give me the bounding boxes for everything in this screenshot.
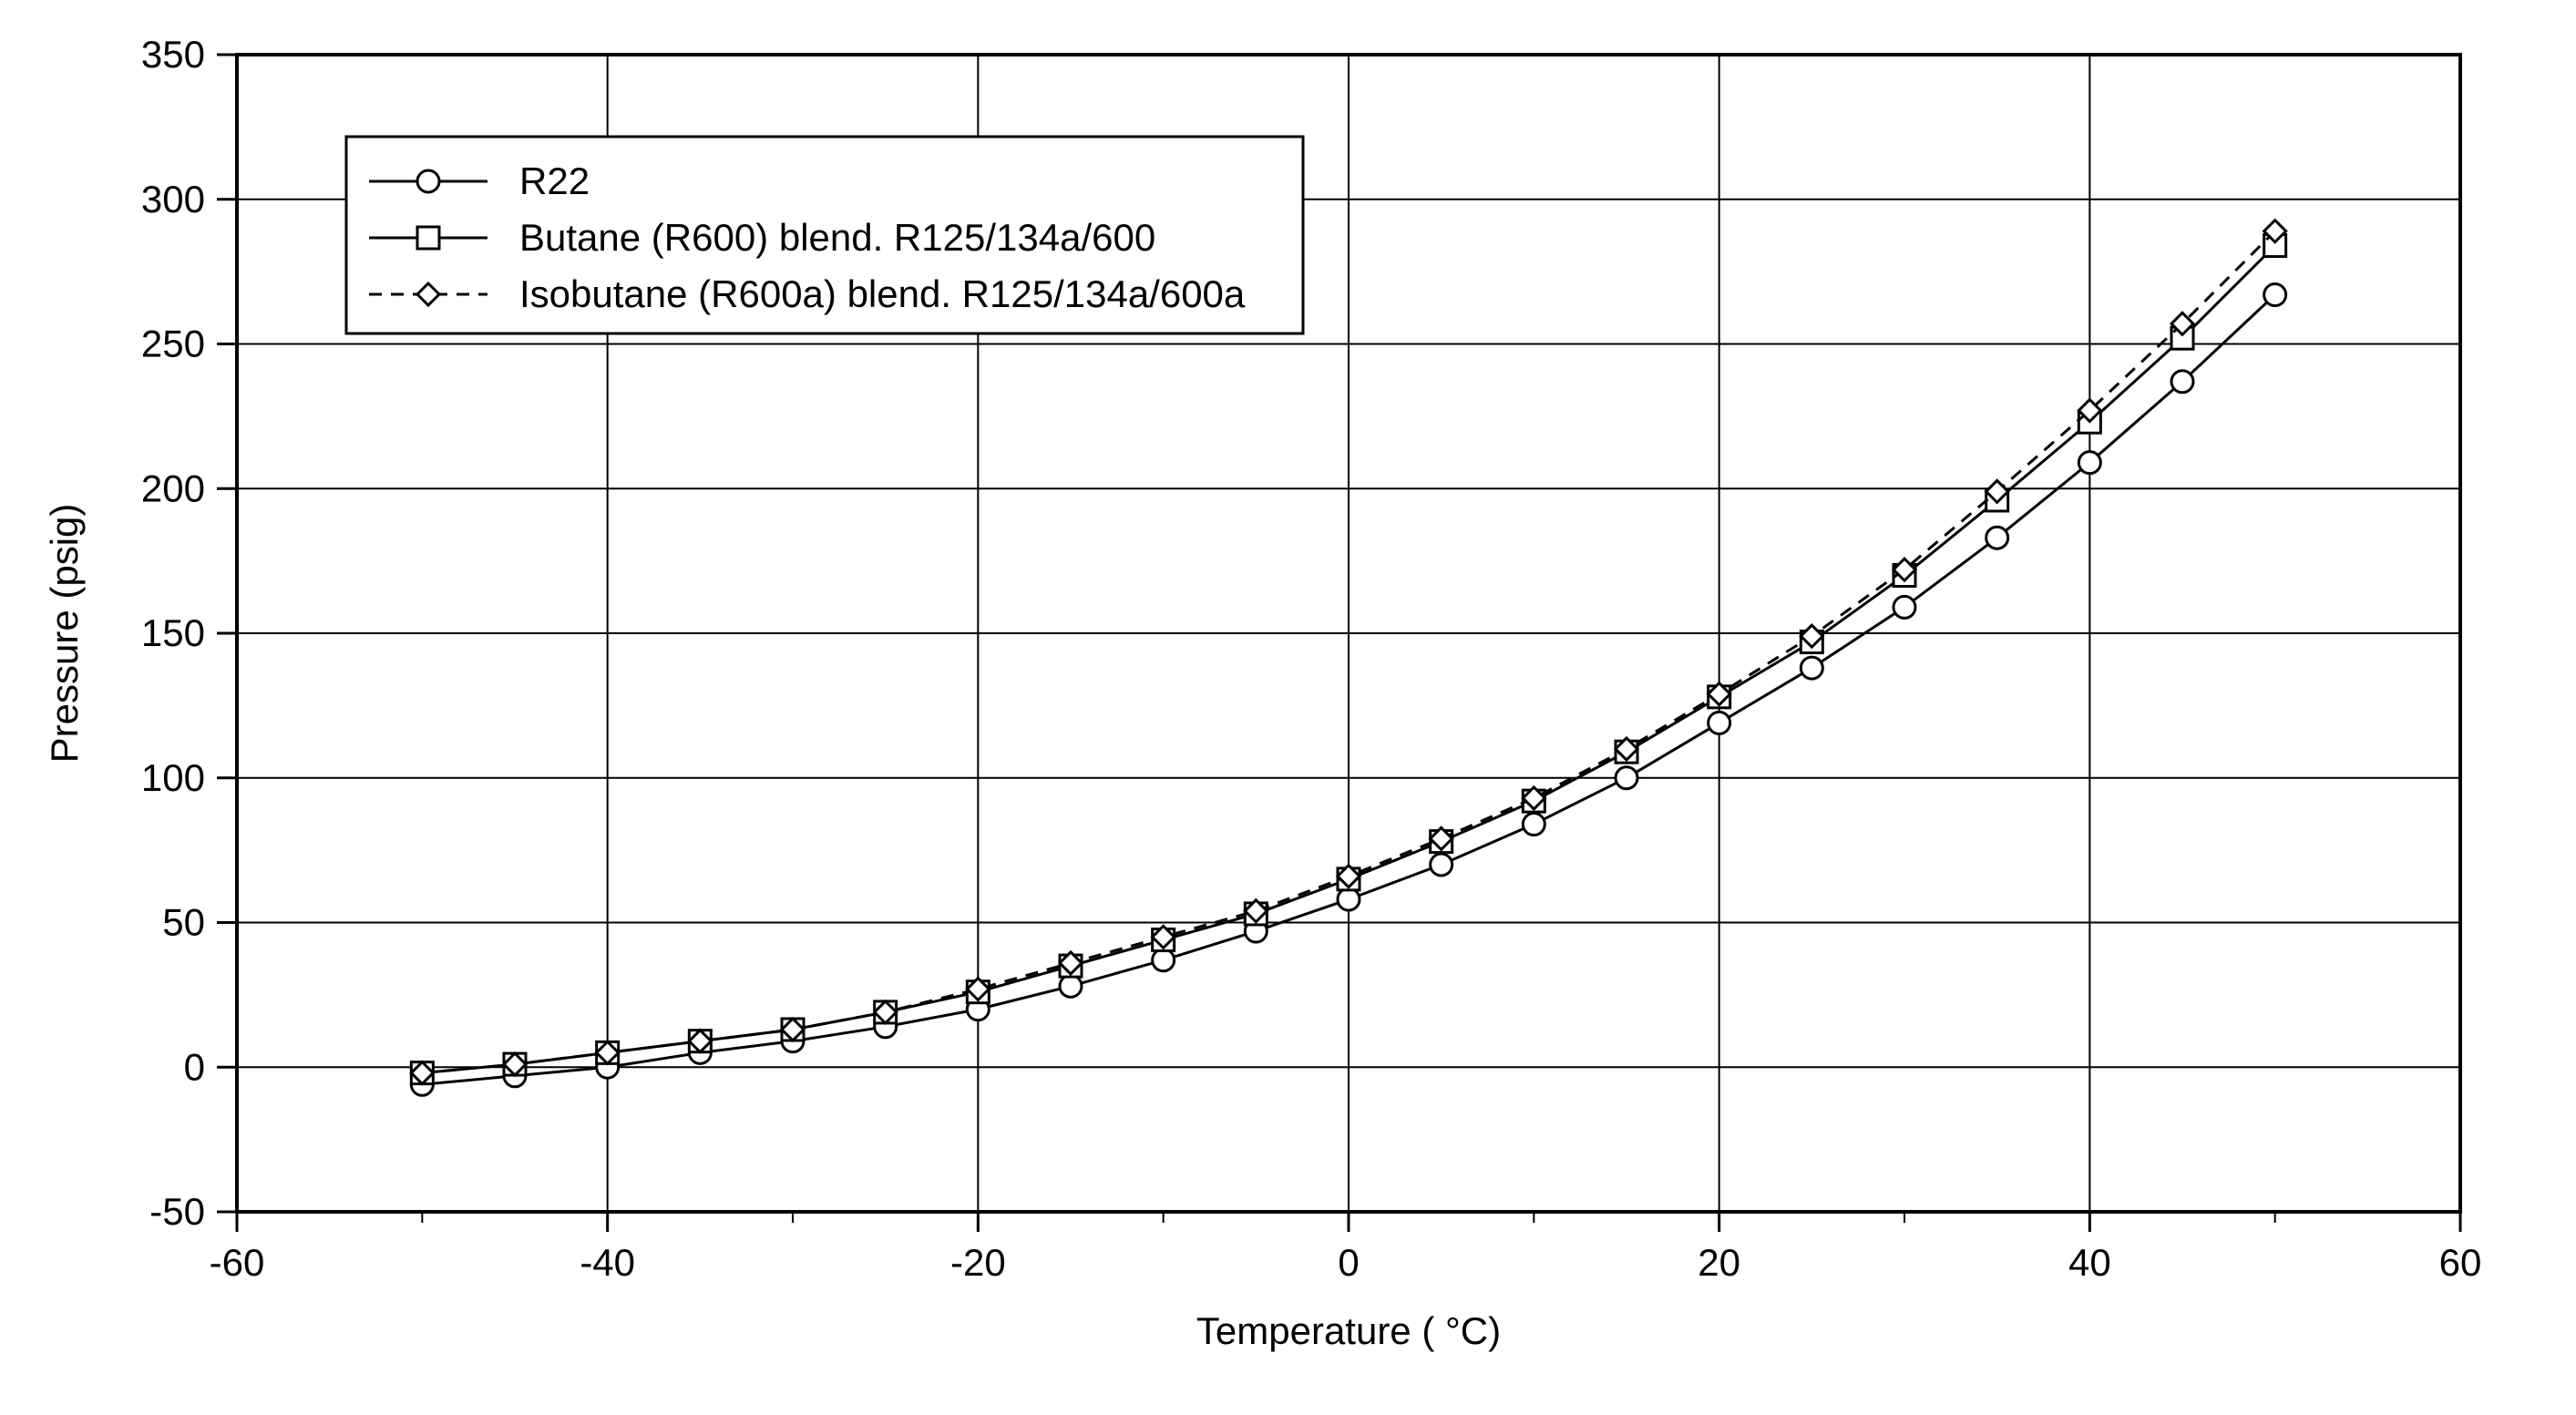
legend-label: Butane (R600) blend. R125/134a/600 — [519, 216, 1155, 259]
y-tick-label: 300 — [141, 178, 205, 220]
y-tick-label: -50 — [149, 1190, 205, 1233]
x-tick-label: -40 — [580, 1241, 635, 1284]
marker-circle — [2171, 371, 2193, 393]
marker-circle — [1801, 657, 1822, 679]
marker-circle — [1523, 814, 1545, 836]
y-tick-label: 0 — [184, 1045, 205, 1088]
y-tick-label: 100 — [141, 756, 205, 799]
x-axis-label: Temperature ( °C) — [1196, 1309, 1501, 1352]
marker-circle — [1060, 975, 1082, 997]
chart-container: -60 -40 -20 0 20 40 60 -50 0 50 100 150 200 250 300 350… — [0, 0, 2576, 1415]
y-tick-label: 50 — [162, 901, 205, 944]
y-tick-label: 250 — [141, 323, 205, 365]
marker-circle — [2078, 452, 2100, 474]
x-tick-label: 20 — [1698, 1241, 1740, 1284]
marker-circle — [1431, 854, 1452, 876]
marker-circle — [1709, 712, 1730, 733]
marker-square — [417, 227, 439, 249]
marker-circle — [1986, 527, 2008, 549]
marker-circle — [1338, 888, 1360, 910]
y-tick-label: 350 — [141, 33, 205, 76]
pressure-temperature-chart: -60 -40 -20 0 20 40 60 -50 0 50 100 150 200 250 300 350… — [0, 0, 2576, 1415]
marker-circle — [417, 170, 439, 192]
marker-circle — [1153, 949, 1175, 971]
x-tick-label: 40 — [2068, 1241, 2111, 1284]
marker-circle — [1894, 596, 1915, 618]
x-tick-label: -20 — [950, 1241, 1006, 1284]
x-tick-label: 0 — [1338, 1241, 1359, 1284]
y-tick-label: 200 — [141, 467, 205, 509]
y-axis-label: Pressure (psig) — [43, 504, 86, 764]
legend-label: R22 — [519, 159, 590, 202]
y-tick-label: 150 — [141, 611, 205, 654]
marker-circle — [1616, 767, 1637, 789]
x-tick-label: 60 — [2439, 1241, 2482, 1284]
marker-circle — [2264, 284, 2286, 306]
x-tick-label: -60 — [210, 1241, 265, 1284]
legend-label: Isobutane (R600a) blend. R125/134a/600a — [519, 272, 1246, 315]
